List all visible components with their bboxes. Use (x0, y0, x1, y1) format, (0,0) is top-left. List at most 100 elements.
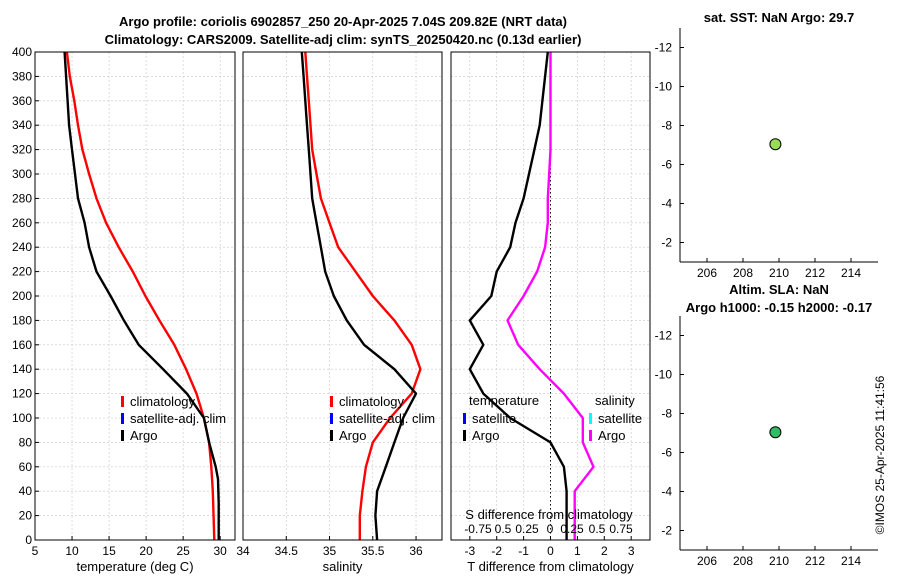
y-tick-label: 180 (12, 313, 32, 327)
x-tick-label: 2 (601, 544, 608, 558)
legend-swatch (121, 430, 124, 441)
y-tick-label: 300 (12, 167, 32, 181)
axes-box (242, 51, 443, 541)
y-tick-label: -4 (661, 197, 672, 211)
x-tick-label: 206 (697, 554, 717, 568)
s-difference-label: S difference from climatology (465, 507, 633, 522)
y-tick-label: 360 (12, 94, 32, 108)
y-tick-label: 240 (12, 240, 32, 254)
y-tick-label: -8 (661, 407, 672, 421)
difference-panel: -3 -2 -1 0 1 2 3T difference from climatology t… (450, 51, 651, 574)
legend-entry: satellite-adj. clim (130, 411, 226, 426)
y-tick-label: 140 (12, 362, 32, 376)
x-axis-label: salinity (323, 559, 363, 574)
s-difference-tick-label: 0.5 (495, 522, 512, 536)
x-tick-label: 30 (214, 544, 228, 558)
x-tick-label: -3 (464, 544, 475, 558)
x-tick-label: 0 (547, 544, 554, 558)
y-tick-label: -12 (655, 329, 673, 343)
x-tick-label: 210 (769, 266, 789, 280)
y-tick-label: -4 (661, 485, 672, 499)
x-tick-label: 25 (176, 544, 190, 558)
x-tick-label: 10 (65, 544, 79, 558)
x-tick-label: 214 (841, 554, 861, 568)
x-tick-label: -2 (491, 544, 502, 558)
x-axis-label: T difference from climatology (467, 559, 634, 574)
x-tick-label: 1 (574, 544, 581, 558)
x-tick-label: 34 (236, 544, 250, 558)
data-point-marker (769, 138, 782, 151)
y-tick-label: 80 (19, 435, 33, 449)
x-tick-label: 20 (139, 544, 153, 558)
x-tick-label: 15 (102, 544, 116, 558)
legend-swatch (330, 430, 333, 441)
y-tick-label: -6 (661, 446, 672, 460)
data-point-marker (769, 426, 782, 439)
legend-title-temperature: temperature (469, 393, 539, 408)
y-tick-label: -12 (655, 41, 673, 55)
legend-entry: climatology (339, 394, 405, 409)
legend-swatch (463, 430, 466, 441)
y-tick-label: 0 (25, 533, 32, 547)
x-tick-label: 210 (769, 554, 789, 568)
y-tick-label: 220 (12, 265, 32, 279)
s-difference-tick-label: 0.75 (609, 522, 633, 536)
x-axis-label: temperature (deg C) (76, 559, 193, 574)
series-line-Argo (300, 51, 418, 541)
y-tick-label: -8 (661, 119, 672, 133)
main-title-line2: Climatology: CARS2009. Satellite-adj cli… (104, 32, 582, 47)
series-line-climatology (304, 51, 422, 540)
s-difference-tick-label: -0.75 (464, 522, 492, 536)
y-tick-label: 280 (12, 191, 32, 205)
sla-title-line1: Altim. SLA: NaN (729, 282, 829, 297)
temperature-panel: 5 10 15 20 25 30 temperature (deg C) 0 20 40 60 80 1… (12, 45, 236, 574)
x-tick-label: 208 (733, 266, 753, 280)
x-tick-label: 208 (733, 554, 753, 568)
y-tick-label: 20 (19, 509, 33, 523)
x-tick-label: 5 (32, 544, 39, 558)
y-tick-label: -2 (661, 524, 672, 538)
series-line-temperature-Argo (468, 51, 568, 540)
sla-panel: -2 -4 -6 -8 -10 -12 206 208 210 212 214 (655, 316, 878, 568)
legend-entry: Argo (472, 428, 499, 443)
legend-swatch (121, 413, 124, 424)
x-tick-label: 35.5 (361, 544, 385, 558)
legend-swatch (463, 413, 466, 424)
legend-swatch (589, 413, 592, 424)
legend-title-salinity: salinity (595, 393, 635, 408)
legend-swatch (330, 413, 333, 424)
y-tick-label: 400 (12, 45, 32, 59)
y-tick-label: 340 (12, 118, 32, 132)
legend-entry: Argo (598, 428, 625, 443)
x-tick-label: 212 (805, 554, 825, 568)
x-tick-label: 206 (697, 266, 717, 280)
x-tick-label: 214 (841, 266, 861, 280)
s-difference-tick-label: 0.25 (515, 522, 539, 536)
s-difference-tick-label: 0.25 (560, 522, 584, 536)
sla-title-line2: Argo h1000: -0.15 h2000: -0.17 (685, 300, 873, 315)
x-tick-label: 3 (628, 544, 635, 558)
legend-swatch (330, 396, 333, 407)
legend-swatch (121, 396, 124, 407)
legend-entry: climatology (130, 394, 196, 409)
y-tick-label: -10 (655, 368, 673, 382)
x-tick-label: -1 (518, 544, 529, 558)
main-title-line1: Argo profile: coriolis 6902857_250 20-Ap… (119, 14, 567, 29)
y-tick-label: -10 (655, 80, 673, 94)
salinity-panel: 34 34.5 35 35.5 36 salinity climatology satelli… (236, 51, 443, 574)
s-difference-tick-label: 0 (547, 522, 554, 536)
y-tick-label: -6 (661, 158, 672, 172)
y-tick-label: -2 (661, 236, 672, 250)
x-tick-label: 36 (409, 544, 423, 558)
legend-entry: Argo (130, 428, 157, 443)
y-tick-label: 160 (12, 338, 32, 352)
y-tick-label: 200 (12, 289, 32, 303)
legend-entry: satellite-adj. clim (339, 411, 435, 426)
legend-entry: satellite (472, 411, 516, 426)
legend-swatch (589, 430, 592, 441)
timestamp-label: ©IMOS 25-Apr-2025 11:41:56 (873, 375, 887, 535)
y-tick-label: 60 (19, 460, 33, 474)
legend-entry: satellite (598, 411, 642, 426)
y-tick-label: 320 (12, 143, 32, 157)
